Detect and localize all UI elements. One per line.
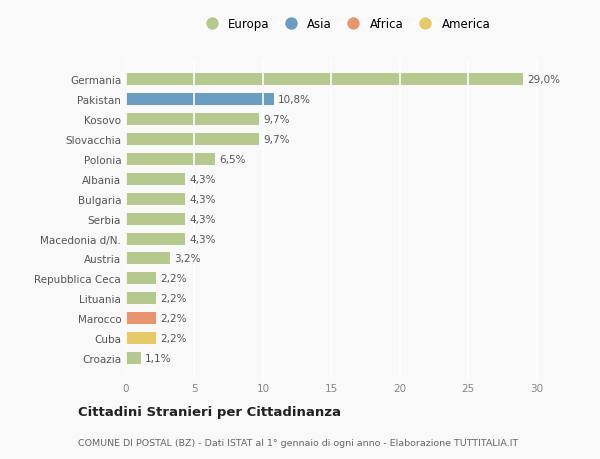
Bar — [126, 233, 185, 245]
Text: 2,2%: 2,2% — [160, 274, 187, 284]
Bar — [126, 94, 274, 106]
Text: 9,7%: 9,7% — [263, 135, 289, 145]
Bar — [126, 74, 523, 86]
Text: 1,1%: 1,1% — [145, 353, 172, 363]
Bar — [126, 332, 156, 344]
Text: 4,3%: 4,3% — [189, 194, 215, 204]
Text: 4,3%: 4,3% — [189, 234, 215, 244]
Bar — [126, 352, 141, 364]
Bar — [126, 293, 156, 305]
Text: 9,7%: 9,7% — [263, 115, 289, 125]
Text: 4,3%: 4,3% — [189, 174, 215, 185]
Bar — [126, 174, 185, 185]
Bar — [126, 193, 185, 205]
Text: Cittadini Stranieri per Cittadinanza: Cittadini Stranieri per Cittadinanza — [78, 405, 341, 419]
Bar — [126, 213, 185, 225]
Text: 29,0%: 29,0% — [527, 75, 560, 85]
Text: 4,3%: 4,3% — [189, 214, 215, 224]
Bar — [126, 134, 259, 146]
Text: 3,2%: 3,2% — [174, 254, 200, 264]
Text: 2,2%: 2,2% — [160, 294, 187, 303]
Legend: Europa, Asia, Africa, America: Europa, Asia, Africa, America — [196, 15, 494, 34]
Text: 2,2%: 2,2% — [160, 313, 187, 324]
Bar — [126, 273, 156, 285]
Bar — [126, 253, 170, 265]
Bar — [126, 154, 215, 166]
Text: 6,5%: 6,5% — [219, 155, 245, 165]
Bar — [126, 313, 156, 325]
Text: 2,2%: 2,2% — [160, 333, 187, 343]
Text: 10,8%: 10,8% — [278, 95, 311, 105]
Bar — [126, 114, 259, 126]
Text: COMUNE DI POSTAL (BZ) - Dati ISTAT al 1° gennaio di ogni anno - Elaborazione TUT: COMUNE DI POSTAL (BZ) - Dati ISTAT al 1°… — [78, 438, 518, 447]
